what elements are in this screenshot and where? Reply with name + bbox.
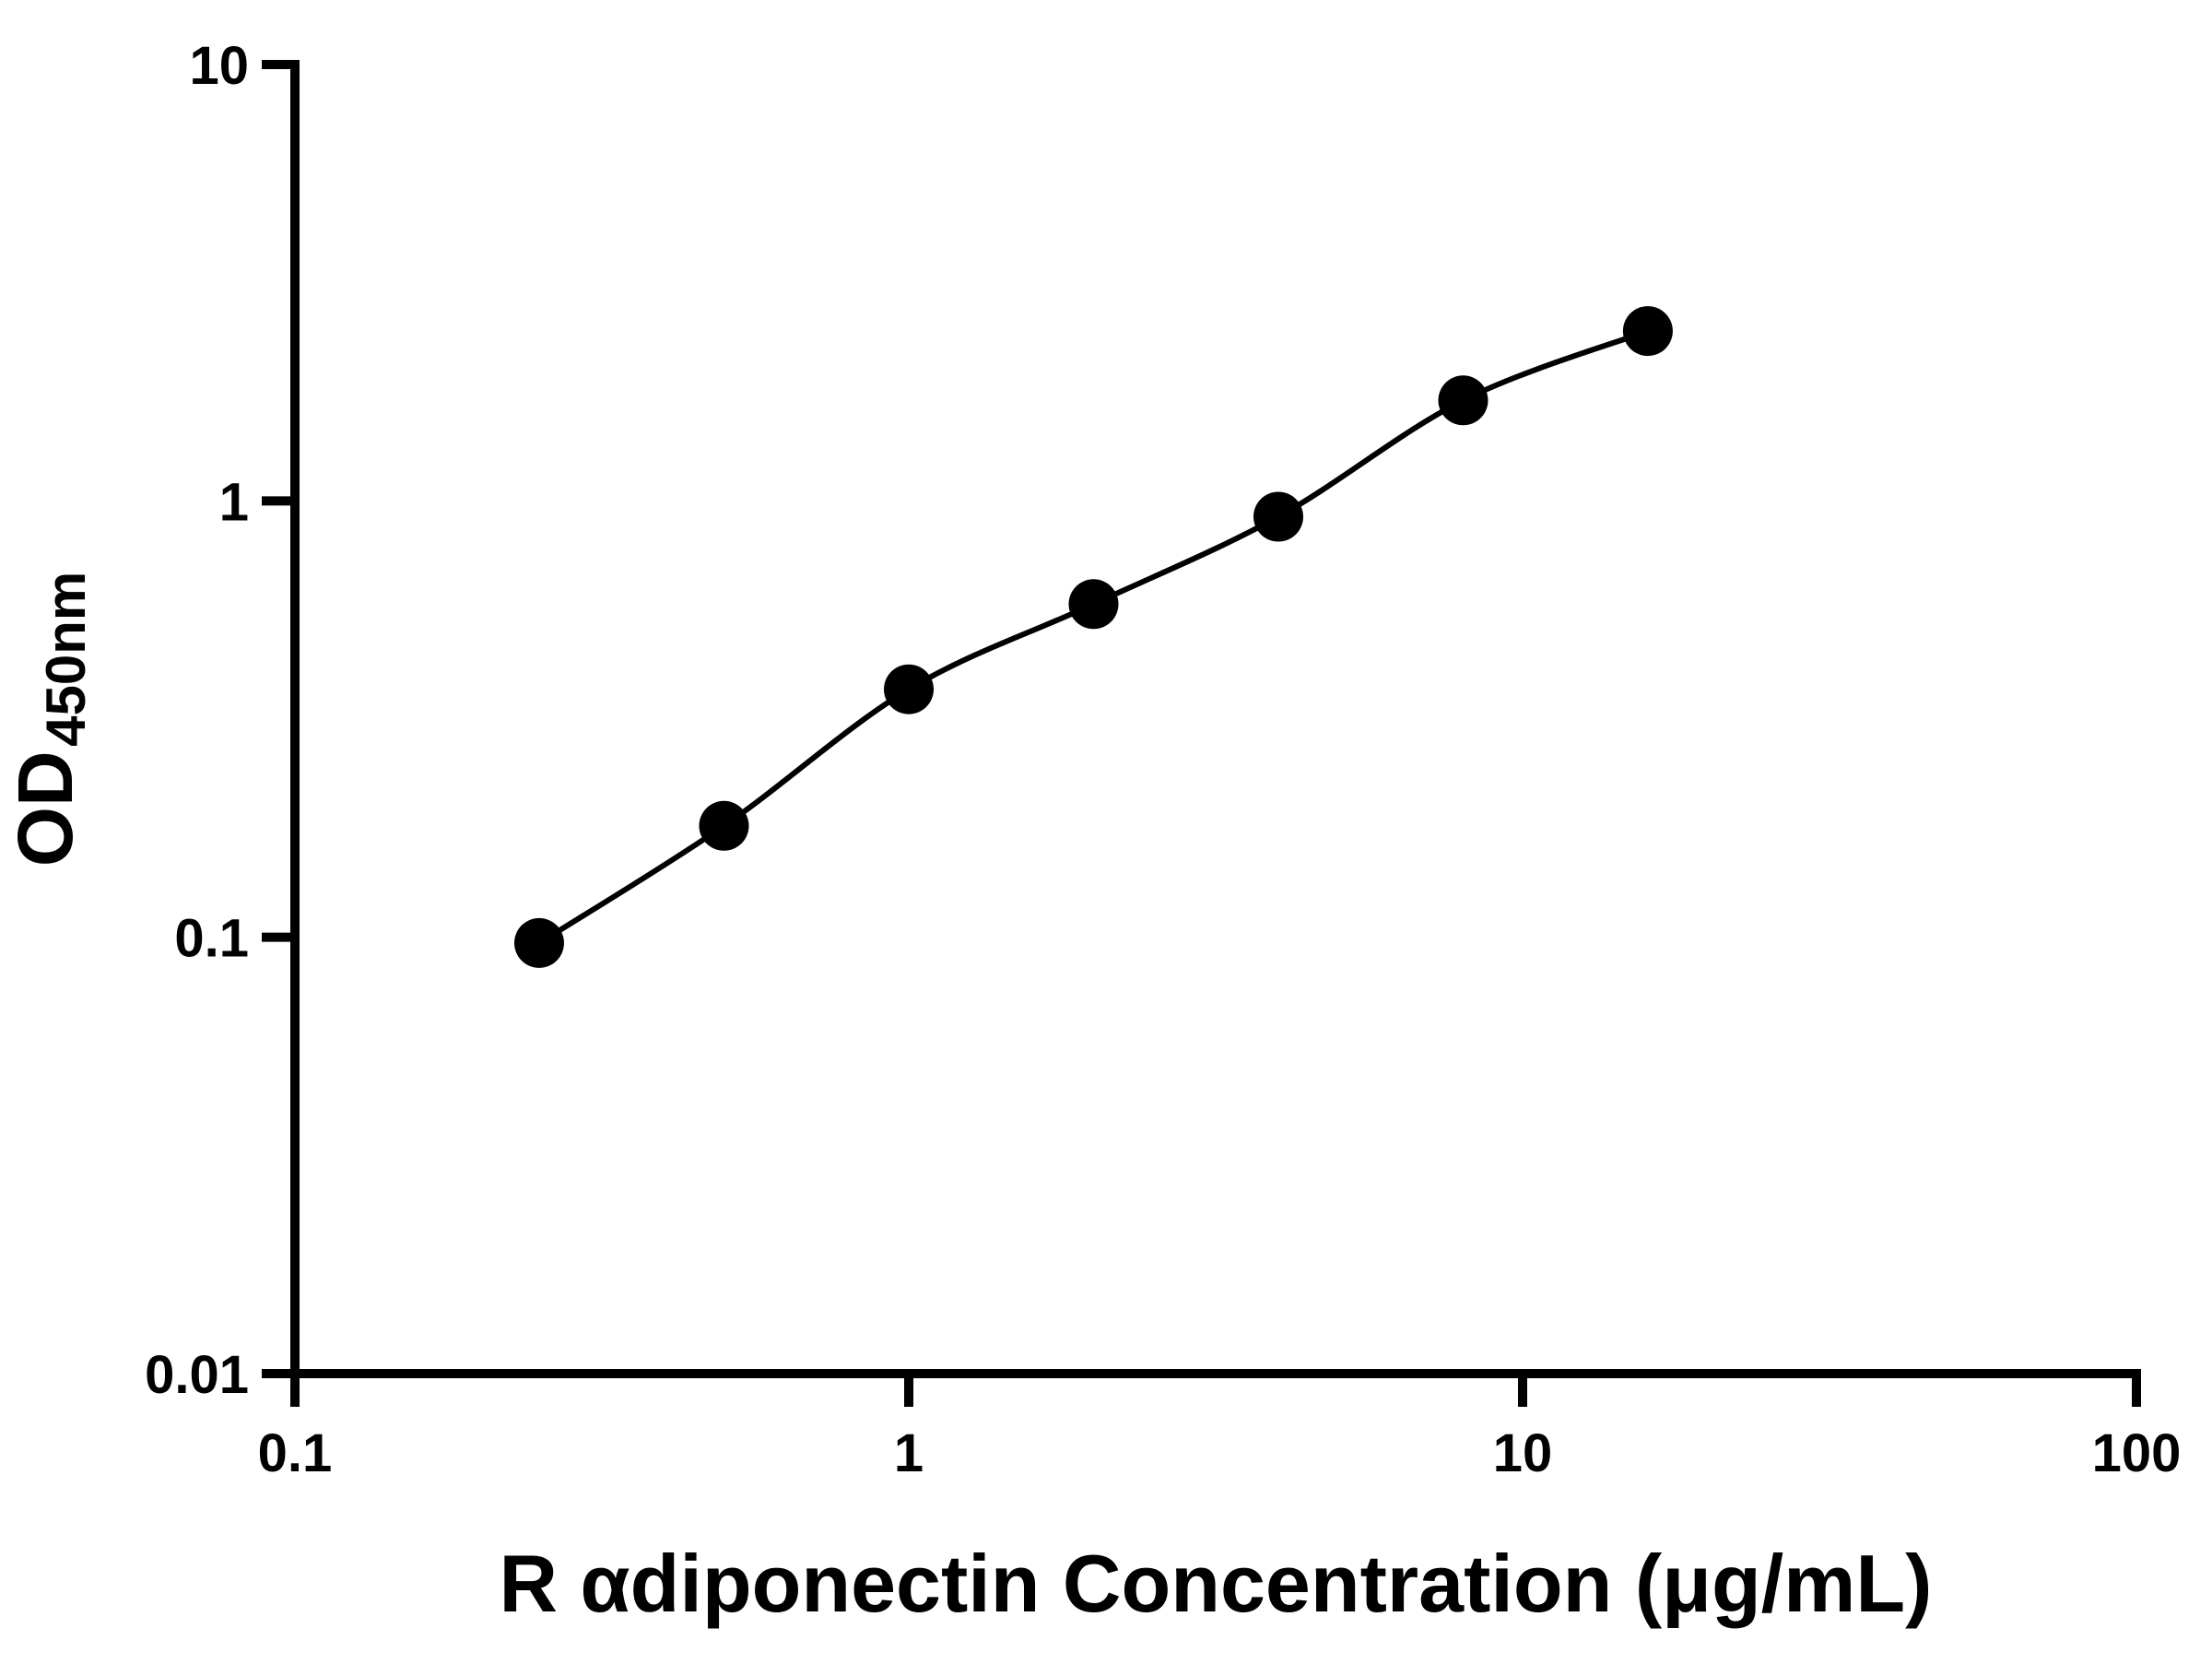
x-tick-label: 10 bbox=[1493, 1423, 1553, 1483]
y-tick-label: 10 bbox=[189, 36, 249, 96]
y-axis-label-main: OD bbox=[2, 750, 88, 867]
plot-layer bbox=[514, 306, 1673, 968]
y-axis-label-subscript: 450nm bbox=[35, 572, 97, 747]
y-tick-label: 0.01 bbox=[145, 1345, 249, 1405]
x-axis-label: R αdiponectin Concentration (μg/mL) bbox=[500, 1538, 1933, 1629]
x-tick-label: 100 bbox=[2092, 1423, 2182, 1483]
y-axis-label: OD 450nm bbox=[2, 572, 97, 867]
data-point-marker bbox=[1438, 375, 1488, 426]
data-point-marker bbox=[1622, 306, 1673, 357]
y-tick-label: 1 bbox=[219, 472, 249, 532]
fit-curve bbox=[537, 328, 1649, 946]
x-tick-label: 1 bbox=[894, 1423, 924, 1483]
data-point-marker bbox=[884, 664, 934, 714]
data-point-marker bbox=[514, 917, 564, 968]
axes bbox=[290, 60, 2141, 1378]
x-tick-label: 0.1 bbox=[258, 1423, 333, 1483]
data-point-marker bbox=[1253, 491, 1303, 542]
data-point-marker bbox=[1068, 579, 1119, 630]
data-point-marker bbox=[699, 800, 749, 851]
y-tick-label: 0.1 bbox=[174, 909, 249, 969]
